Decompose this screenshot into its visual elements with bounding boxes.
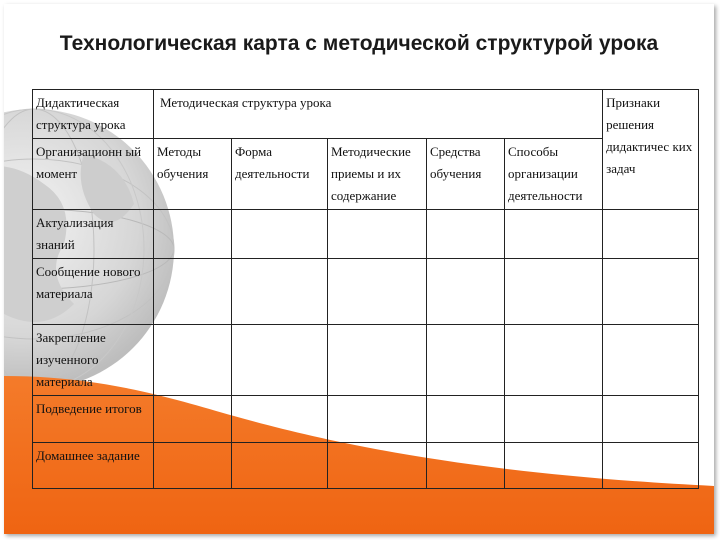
stage-label: Подведение итогов — [32, 395, 154, 443]
table-cell — [602, 209, 700, 259]
table-cell — [503, 209, 604, 259]
header-methodical-structure: Методическая структура урока — [152, 89, 604, 139]
table-cell — [602, 258, 700, 325]
table-cell — [327, 442, 427, 489]
table-cell — [231, 209, 328, 259]
header-signs-of-solution: Признаки решения дидактичес ких задач — [602, 89, 700, 210]
table-cell — [426, 324, 505, 396]
stage-label: Сообщение нового материала — [32, 258, 154, 325]
table-cell — [153, 395, 232, 443]
table-cell — [153, 258, 232, 325]
slide-title: Технологическая карта с методической стр… — [59, 32, 659, 55]
table-row: Закрепление изученного материала — [32, 324, 700, 396]
table-cell — [426, 258, 505, 325]
stage-label: Актуализация знаний — [32, 209, 154, 259]
table-cell — [231, 442, 328, 489]
table-cell — [327, 395, 427, 443]
table-row: Актуализация знаний — [32, 209, 700, 259]
table-cell — [153, 209, 232, 259]
col-activity-form: Форма деятельности — [231, 138, 328, 210]
table-cell — [231, 258, 328, 325]
stage-organizational-moment: Организационн ый момент — [32, 138, 154, 210]
table-row: Сообщение нового материала — [32, 258, 700, 325]
header-didactic-structure: Дидактическая структура урока — [32, 89, 154, 139]
table-cell — [426, 442, 505, 489]
table-cell — [153, 442, 232, 489]
table-cell — [426, 209, 505, 259]
table-cell — [602, 442, 700, 489]
table-cell — [327, 258, 427, 325]
col-methodical-techniques: Методические приемы и их содержание — [327, 138, 427, 210]
table-cell — [327, 209, 427, 259]
table-cell — [503, 324, 604, 396]
table-cell — [231, 324, 328, 396]
table-cell — [153, 324, 232, 396]
table-cell — [426, 395, 505, 443]
table-cell — [602, 324, 700, 396]
col-teaching-methods: Методы обучения — [153, 138, 232, 210]
technology-map-table: Дидактическая структура урока Методическ… — [32, 89, 700, 489]
stage-label: Домашнее задание — [32, 442, 154, 489]
stage-label: Закрепление изученного материала — [32, 324, 154, 396]
slide: Технологическая карта с методической стр… — [4, 4, 714, 534]
col-teaching-aids: Средства обучения — [426, 138, 505, 210]
table-cell — [231, 395, 328, 443]
table-cell — [602, 395, 700, 443]
col-activity-organization: Способы организации деятельности — [503, 138, 604, 210]
table-cell — [503, 258, 604, 325]
table-cell — [327, 324, 427, 396]
table-cell — [503, 395, 604, 443]
table-row: Домашнее задание — [32, 442, 700, 489]
table-cell — [503, 442, 604, 489]
table-row: Подведение итогов — [32, 395, 700, 443]
